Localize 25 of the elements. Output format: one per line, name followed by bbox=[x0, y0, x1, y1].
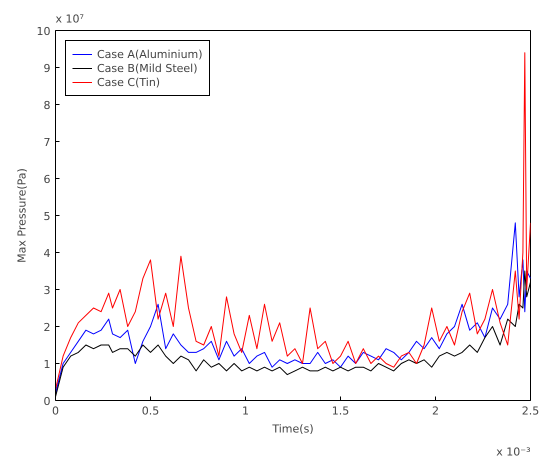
x-tick-label: 2 bbox=[432, 404, 439, 418]
y-tick-label: 0 bbox=[44, 395, 50, 408]
y-tick-label: 4 bbox=[44, 247, 50, 260]
x-tick-label: 2.5 bbox=[522, 404, 540, 418]
y-tick-label: 9 bbox=[44, 62, 50, 75]
x-tick-label: 0 bbox=[52, 404, 59, 418]
y-tick-label: 8 bbox=[44, 99, 50, 112]
y-tick-label: 5 bbox=[44, 210, 50, 223]
y-tick-label: 3 bbox=[44, 284, 50, 297]
line-series bbox=[56, 222, 530, 394]
y-tick-label: 10 bbox=[36, 25, 51, 38]
text: x 10⁻³ bbox=[496, 446, 531, 458]
x-axis-title: Time(s) bbox=[271, 422, 314, 436]
y-tick-label: 2 bbox=[44, 321, 50, 334]
y-axis-title: Max Pressure(Pa) bbox=[16, 168, 29, 263]
y-tick-label: 6 bbox=[44, 173, 50, 186]
text: x 10⁷ bbox=[56, 12, 84, 26]
x-tick-label: 0.5 bbox=[142, 404, 160, 418]
legend-label: Case C(Tin) bbox=[97, 75, 160, 89]
y-tick-label: 1 bbox=[44, 358, 50, 371]
legend-label: Case B(Mild Steel) bbox=[97, 61, 198, 75]
legend-label: Case A(Aluminium) bbox=[97, 47, 203, 61]
x-tick-label: 1.5 bbox=[332, 404, 350, 418]
x-tick-label: 1 bbox=[242, 404, 249, 418]
y-tick-label: 7 bbox=[44, 136, 50, 149]
